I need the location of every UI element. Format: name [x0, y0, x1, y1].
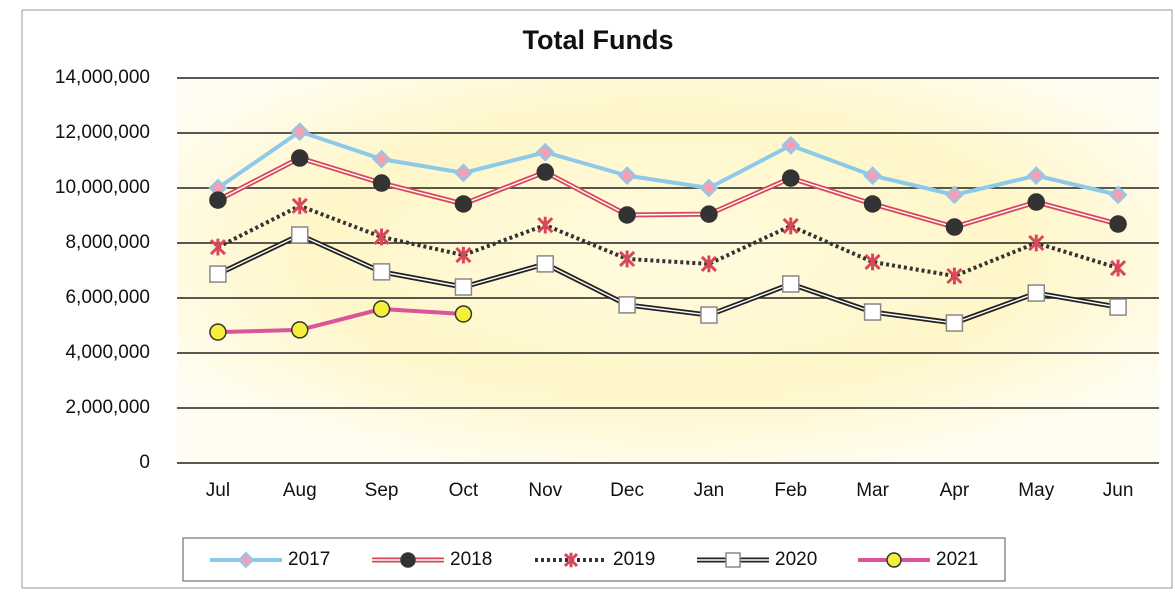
marker: [454, 278, 473, 296]
x-tick-label: Jan: [694, 480, 725, 501]
marker: [536, 163, 554, 181]
legend-marker: [400, 552, 416, 568]
marker: [781, 135, 801, 155]
series-line: [217, 307, 464, 335]
legend-item: 2018: [372, 549, 492, 570]
y-tick-label: 2,000,000: [65, 397, 150, 418]
marker: [618, 206, 636, 224]
marker: [864, 253, 881, 271]
y-tick-label: 14,000,000: [55, 67, 150, 88]
marker: [291, 149, 309, 167]
marker: [617, 166, 637, 186]
x-tick-label: Oct: [449, 480, 479, 501]
marker: [782, 217, 799, 235]
marker: [209, 191, 227, 209]
marker: [945, 218, 964, 236]
legend-item: 2020: [697, 549, 817, 570]
legend-label: 2017: [288, 549, 330, 570]
legend-marker: [563, 552, 579, 568]
marker: [454, 163, 473, 183]
marker: [1028, 234, 1045, 252]
legend-label: 2021: [936, 549, 978, 570]
legend-label: 2019: [613, 549, 655, 570]
legend-item: 2017: [210, 549, 330, 570]
series-line-inner: [217, 234, 1119, 324]
marker: [290, 122, 310, 142]
series-line-inner: [217, 157, 1119, 228]
marker: [209, 323, 227, 341]
x-tick-label: Mar: [856, 480, 889, 501]
marker: [454, 305, 473, 323]
x-tick-label: Jul: [206, 480, 230, 501]
marker: [373, 228, 390, 246]
x-tick-label: Jun: [1103, 480, 1134, 501]
marker: [700, 255, 717, 273]
y-tick-label: 10,000,000: [55, 177, 150, 198]
marker: [863, 195, 882, 213]
marker: [782, 275, 800, 293]
marker: [372, 300, 391, 318]
marker: [700, 306, 718, 324]
marker: [209, 265, 227, 283]
marker: [291, 226, 309, 244]
marker: [537, 216, 554, 234]
x-tick-label: Aug: [283, 480, 317, 501]
marker: [454, 195, 473, 213]
x-tick-label: Feb: [774, 480, 807, 501]
x-tick-label: Dec: [610, 480, 644, 501]
marker: [1109, 298, 1127, 316]
x-tick-label: Apr: [940, 480, 970, 501]
marker: [1109, 215, 1127, 233]
series: [209, 300, 473, 341]
chart-title: Total Funds: [523, 25, 674, 55]
marker: [1027, 284, 1045, 302]
marker: [782, 169, 800, 187]
marker: [863, 303, 882, 321]
marker: [1108, 185, 1128, 205]
x-tick-label: May: [1018, 480, 1054, 501]
series-line: [217, 203, 1119, 278]
marker: [455, 246, 472, 264]
marker: [946, 267, 963, 285]
marker: [372, 263, 391, 281]
legend-marker: [725, 552, 741, 568]
marker: [1110, 259, 1127, 277]
marker: [618, 296, 636, 314]
marker: [1027, 193, 1045, 211]
marker: [863, 166, 882, 186]
marker: [619, 250, 636, 268]
marker: [372, 149, 391, 169]
legend-label: 2020: [775, 549, 817, 570]
marker: [535, 142, 555, 162]
series: [209, 149, 1127, 236]
y-tick-label: 4,000,000: [65, 342, 150, 363]
y-tick-label: 12,000,000: [55, 122, 150, 143]
series: [209, 197, 1127, 285]
marker: [1026, 166, 1046, 186]
plot-area: [177, 78, 1159, 463]
marker: [700, 205, 718, 223]
legend-item: 2019: [535, 549, 655, 570]
marker: [209, 238, 226, 256]
legend-marker: [237, 551, 255, 569]
marker: [291, 197, 308, 215]
y-tick-label: 0: [139, 452, 150, 473]
x-tick-label: Nov: [528, 480, 562, 501]
y-tick-label: 6,000,000: [65, 287, 150, 308]
marker: [291, 321, 309, 339]
y-tick-label: 8,000,000: [65, 232, 150, 253]
legend-marker: [886, 552, 902, 568]
marker: [536, 255, 554, 273]
marker: [699, 178, 719, 198]
series: [208, 122, 1128, 205]
legend-item: 2021: [858, 549, 978, 570]
x-tick-label: Sep: [365, 480, 399, 501]
series: [209, 226, 1127, 332]
series-line: [216, 129, 1119, 197]
marker: [372, 174, 391, 192]
marker: [945, 314, 964, 332]
marker: [945, 185, 964, 205]
legend-label: 2018: [450, 549, 492, 570]
